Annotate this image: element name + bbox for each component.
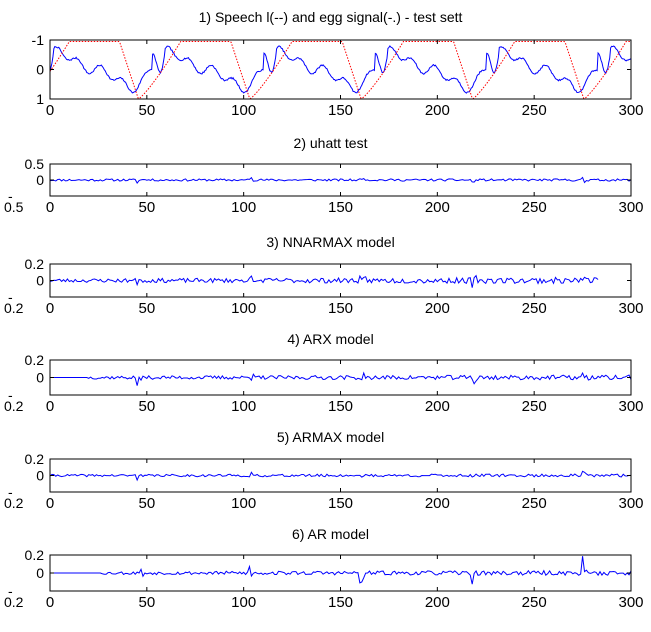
x-tick-label: 100 bbox=[231, 495, 256, 512]
y-tick-label: 0.2 bbox=[25, 547, 45, 563]
x-tick-label: 250 bbox=[522, 398, 547, 415]
x-tick-label: 0 bbox=[46, 102, 54, 119]
chart-title: 4) ARX model bbox=[287, 331, 373, 347]
chart-title: 1) Speech l(--) and egg signal(-.) - tes… bbox=[199, 9, 463, 25]
x-tick-label: 0 bbox=[46, 300, 54, 317]
y-tick-label-cont: 0.5 bbox=[4, 199, 24, 215]
y-tick-label: 0 bbox=[36, 273, 44, 289]
y-tick-label: 0 bbox=[36, 565, 44, 581]
y-tick-label: 1 bbox=[36, 91, 44, 107]
x-tick-label: 200 bbox=[425, 300, 450, 317]
x-tick-label: 50 bbox=[138, 398, 155, 415]
x-tick-label: 300 bbox=[618, 398, 643, 415]
x-tick-label: 0 bbox=[46, 594, 54, 611]
x-tick-label: 200 bbox=[425, 398, 450, 415]
x-tick-label: 250 bbox=[522, 102, 547, 119]
x-tick-label: 300 bbox=[618, 102, 643, 119]
x-tick-label: 0 bbox=[46, 495, 54, 512]
x-tick-label: 300 bbox=[618, 495, 643, 512]
y-tick-label: 0.2 bbox=[25, 352, 45, 368]
y-tick-label-cont: 0.2 bbox=[4, 495, 24, 511]
x-tick-label: 100 bbox=[231, 199, 256, 216]
chart-title: 2) uhatt test bbox=[294, 135, 368, 151]
x-tick-label: 300 bbox=[618, 199, 643, 216]
y-tick-label-cont: 0.2 bbox=[4, 594, 24, 610]
series-line-1 bbox=[50, 470, 631, 482]
x-tick-label: 50 bbox=[138, 199, 155, 216]
y-tick-label: -1 bbox=[32, 32, 45, 48]
y-tick-label: 0.2 bbox=[25, 451, 45, 467]
chart-title: 6) AR model bbox=[292, 526, 369, 542]
x-tick-label: 0 bbox=[46, 398, 54, 415]
chart-title: 3) NNARMAX model bbox=[266, 234, 394, 250]
x-tick-label: 150 bbox=[328, 300, 353, 317]
x-tick-label: 250 bbox=[522, 495, 547, 512]
y-tick-label: 0 bbox=[36, 370, 44, 386]
y-tick-label: 0 bbox=[36, 172, 44, 188]
y-tick-label: - bbox=[8, 289, 13, 305]
x-tick-label: 250 bbox=[522, 594, 547, 611]
y-tick-label: - bbox=[8, 188, 13, 204]
y-tick-label: - bbox=[8, 484, 13, 500]
x-tick-label: 50 bbox=[138, 102, 155, 119]
y-tick-label-cont: 0.2 bbox=[4, 398, 24, 414]
x-tick-label: 100 bbox=[231, 398, 256, 415]
x-tick-label: 150 bbox=[328, 495, 353, 512]
series-line-1 bbox=[50, 274, 599, 288]
x-tick-label: 200 bbox=[425, 495, 450, 512]
y-tick-label: 0 bbox=[36, 468, 44, 484]
y-tick-label: 0.2 bbox=[25, 256, 45, 272]
x-tick-label: 200 bbox=[425, 102, 450, 119]
axes-frame bbox=[49, 39, 632, 100]
x-tick-label: 200 bbox=[425, 199, 450, 216]
y-tick-label: 0.5 bbox=[25, 156, 45, 172]
y-tick-label: 0 bbox=[36, 62, 44, 78]
series-line-1 bbox=[50, 371, 631, 386]
x-tick-label: 0 bbox=[46, 199, 54, 216]
x-tick-label: 250 bbox=[522, 199, 547, 216]
axes-frame bbox=[49, 163, 632, 197]
x-tick-label: 50 bbox=[138, 495, 155, 512]
axes-frame bbox=[49, 458, 632, 493]
x-tick-label: 150 bbox=[328, 102, 353, 119]
x-tick-label: 300 bbox=[618, 594, 643, 611]
y-tick-label: - bbox=[8, 387, 13, 403]
x-tick-label: 50 bbox=[138, 300, 155, 317]
x-tick-label: 200 bbox=[425, 594, 450, 611]
series-line-1 bbox=[50, 176, 631, 184]
x-tick-label: 50 bbox=[138, 594, 155, 611]
series-line-1 bbox=[50, 556, 631, 585]
x-tick-label: 150 bbox=[328, 594, 353, 611]
x-tick-label: 300 bbox=[618, 300, 643, 317]
x-tick-label: 150 bbox=[328, 199, 353, 216]
x-tick-label: 150 bbox=[328, 398, 353, 415]
x-tick-label: 100 bbox=[231, 300, 256, 317]
chart-title: 5) ARMAX model bbox=[277, 429, 384, 445]
x-tick-label: 100 bbox=[231, 594, 256, 611]
x-tick-label: 100 bbox=[231, 102, 256, 119]
series-line-2 bbox=[50, 40, 631, 99]
series-line-1 bbox=[50, 45, 631, 94]
y-tick-label: - bbox=[8, 583, 13, 599]
y-tick-label-cont: 0.2 bbox=[4, 300, 24, 316]
chart-panel-1: 1) Speech l(--) and egg signal(-.) - tes… bbox=[32, 9, 644, 119]
x-tick-label: 250 bbox=[522, 300, 547, 317]
